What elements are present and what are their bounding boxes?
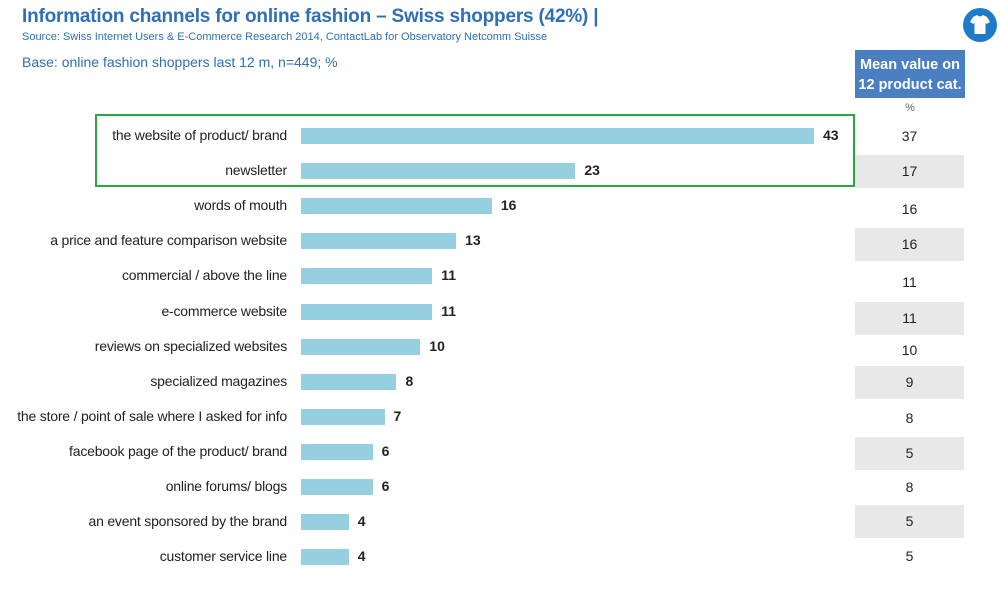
mean-value-cell: 9 — [855, 365, 964, 399]
source-note: Source: Swiss Internet Users & E-Commerc… — [22, 31, 548, 43]
bar — [301, 338, 421, 355]
mean-value-cell: 5 — [855, 504, 964, 538]
bar-value-label: 7 — [393, 407, 402, 424]
category-label: an event sponsored by the brand — [88, 513, 287, 530]
category-label: online forums/ blogs — [165, 478, 287, 494]
mean-header-line1: Mean value on — [860, 57, 960, 73]
bar — [301, 443, 373, 460]
mean-value-cell: 11 — [902, 273, 917, 290]
category-label: reviews on specialized websites — [94, 337, 287, 354]
tshirt-icon — [962, 7, 998, 43]
category-label: the store / point of sale where I asked … — [17, 407, 287, 424]
mean-value-header: Mean value on 12 product cat. — [855, 50, 965, 98]
mean-value-cell: 11 — [855, 301, 964, 335]
bar-value-label: 6 — [381, 442, 390, 459]
bar — [301, 303, 433, 320]
bar-value-label: 23 — [584, 162, 600, 179]
category-label: words of mouth — [194, 197, 287, 214]
bar-value-label: 13 — [465, 232, 481, 249]
bar — [301, 514, 349, 531]
category-label: the website of product/ brand — [112, 127, 287, 143]
mean-value-cell: 8 — [905, 478, 914, 495]
category-label: newsletter — [225, 162, 287, 179]
bar — [301, 408, 385, 425]
bar-value-label: 6 — [381, 478, 390, 494]
mean-value-cell: 16 — [855, 227, 964, 261]
mean-value-cell: 17 — [855, 154, 964, 188]
category-label: commercial / above the line — [121, 267, 287, 284]
bar — [301, 233, 457, 250]
highlight-box — [95, 114, 855, 187]
bar-value-label: 4 — [357, 513, 366, 530]
category-label: a price and feature comparison website — [50, 232, 287, 249]
bar — [301, 549, 349, 566]
mean-value-cell: 5 — [905, 547, 914, 564]
mean-value-cell: 37 — [901, 127, 918, 144]
bar-value-label: 16 — [500, 197, 517, 214]
bar — [301, 268, 433, 285]
bar — [301, 128, 814, 144]
bar — [301, 163, 576, 180]
bar — [301, 198, 492, 215]
chart-title: Information channels for online fashion … — [22, 6, 599, 27]
bar-value-label: 11 — [441, 302, 457, 319]
mean-unit-label: % — [905, 102, 915, 114]
base-note: Base: online fashion shoppers last 12 m,… — [22, 54, 338, 70]
category-label: customer service line — [159, 548, 287, 565]
bar-value-label: 43 — [823, 127, 839, 143]
mean-value-cell: 10 — [901, 341, 918, 358]
mean-value-cell: 16 — [901, 200, 918, 217]
bar-value-label: 8 — [405, 372, 414, 389]
category-label: facebook page of the product/ brand — [69, 442, 287, 459]
mean-header-line2: 12 product cat. — [858, 77, 962, 93]
bar — [301, 373, 397, 390]
mean-value-cell: 8 — [905, 409, 914, 426]
bar-value-label: 10 — [429, 337, 445, 354]
bar-value-label: 11 — [441, 267, 457, 284]
category-label: e-commerce website — [161, 302, 287, 319]
bar — [301, 479, 373, 495]
bar-value-label: 4 — [357, 548, 366, 565]
category-label: specialized magazines — [150, 372, 287, 389]
mean-value-cell: 5 — [855, 436, 964, 470]
